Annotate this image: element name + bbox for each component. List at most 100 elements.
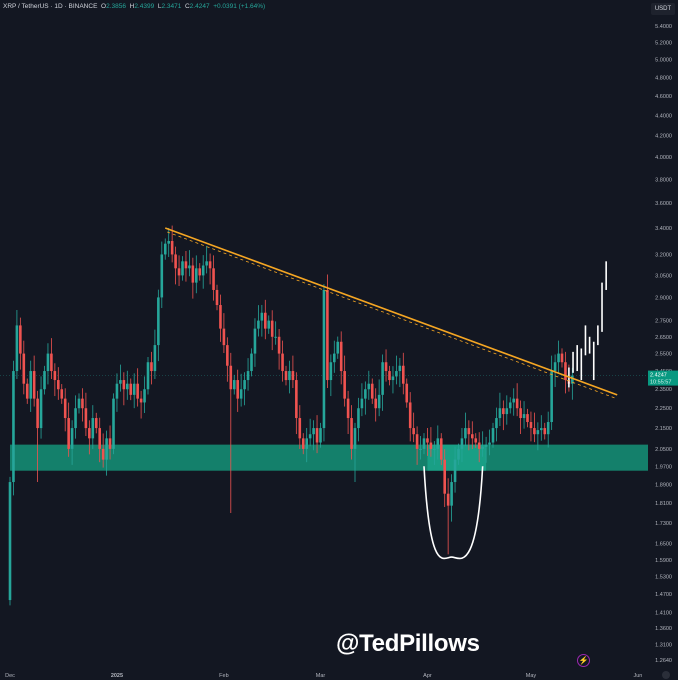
candle-body bbox=[46, 353, 50, 372]
support-zone-highlight bbox=[427, 444, 487, 471]
candle-body bbox=[415, 434, 419, 449]
projection-bar bbox=[592, 341, 595, 381]
y-tick-label: 4.6000 bbox=[655, 94, 672, 100]
currency-button[interactable]: USDT bbox=[651, 3, 675, 15]
candle-body bbox=[126, 383, 129, 390]
candle-body bbox=[360, 398, 364, 409]
y-tick-label: 1.9700 bbox=[655, 464, 672, 470]
high-label: H bbox=[129, 3, 135, 10]
candle-body bbox=[229, 365, 233, 390]
candle-body bbox=[529, 422, 533, 429]
candle-body bbox=[215, 289, 219, 306]
candle-body bbox=[291, 371, 295, 381]
candle-body bbox=[277, 336, 281, 354]
y-tick-label: 4.2000 bbox=[655, 134, 672, 140]
x-tick-label: Apr bbox=[423, 673, 432, 679]
candle-body bbox=[308, 434, 312, 439]
projection-bar bbox=[605, 261, 607, 290]
candle-body bbox=[270, 320, 274, 337]
candle-body bbox=[357, 408, 360, 429]
candle-body bbox=[391, 376, 395, 381]
candle-body bbox=[433, 448, 436, 450]
symbol-header: XRP / TetherUS · 1D · BINANCE O2.3856 H2… bbox=[3, 3, 265, 10]
candle-body bbox=[191, 265, 195, 283]
candle-body bbox=[326, 289, 329, 381]
candle-body bbox=[32, 371, 36, 399]
candle-body bbox=[57, 380, 60, 390]
candle-body bbox=[198, 268, 202, 276]
high-value: 2.4399 bbox=[134, 3, 155, 10]
candle-body bbox=[426, 438, 429, 443]
candle-body bbox=[105, 438, 108, 460]
candle-body bbox=[208, 261, 212, 269]
candle-body bbox=[381, 362, 384, 395]
y-tick-label: 5.2000 bbox=[655, 40, 672, 46]
candle-body bbox=[274, 336, 277, 338]
close-value: 2.4247 bbox=[189, 3, 210, 10]
candle-body bbox=[422, 438, 426, 449]
y-tick-label: 1.3600 bbox=[655, 626, 672, 632]
y-tick-label: 4.0000 bbox=[655, 155, 672, 161]
candle-body bbox=[281, 353, 284, 372]
candle-body bbox=[29, 371, 32, 399]
candle-body bbox=[508, 402, 512, 409]
candle-body bbox=[519, 408, 522, 419]
candle-body bbox=[398, 365, 402, 372]
candle-body bbox=[53, 371, 57, 381]
candle-body bbox=[395, 371, 398, 377]
candle-body bbox=[50, 353, 53, 372]
candle-body bbox=[350, 418, 353, 449]
candle-body bbox=[571, 375, 574, 384]
candle-body bbox=[98, 428, 101, 449]
candle-body bbox=[477, 442, 481, 449]
candle-body bbox=[298, 418, 302, 439]
candle-body bbox=[540, 428, 543, 431]
candle-body bbox=[388, 371, 391, 381]
candle-body bbox=[364, 389, 367, 399]
candle-body bbox=[450, 482, 453, 506]
candle-body bbox=[246, 371, 250, 381]
candle-body bbox=[288, 371, 291, 381]
candle-body bbox=[260, 312, 264, 321]
candle-body bbox=[319, 428, 322, 443]
candle-body bbox=[74, 408, 77, 429]
candle-body bbox=[536, 430, 540, 435]
candle-body bbox=[315, 428, 319, 443]
candle-body bbox=[77, 398, 81, 409]
candle-body bbox=[312, 428, 315, 435]
candle-body bbox=[239, 389, 243, 399]
candle-body bbox=[339, 341, 343, 372]
y-tick-label: 1.2640 bbox=[655, 658, 672, 664]
y-tick-label: 2.1500 bbox=[655, 426, 672, 432]
candle-body bbox=[226, 345, 229, 366]
candle-body bbox=[139, 398, 143, 403]
candle-body bbox=[557, 353, 560, 363]
candle-body bbox=[474, 438, 478, 443]
candle-body bbox=[122, 380, 126, 390]
candle-body bbox=[543, 428, 547, 435]
last-price-badge bbox=[648, 370, 678, 386]
candle-body bbox=[253, 328, 257, 354]
candle-body bbox=[94, 418, 98, 429]
candle-body bbox=[150, 362, 153, 372]
candle-body bbox=[119, 380, 122, 384]
candle-body bbox=[533, 428, 536, 435]
candle-body bbox=[236, 380, 239, 399]
y-tick-label: 2.7500 bbox=[655, 319, 672, 325]
y-tick-label: 3.8000 bbox=[655, 177, 672, 183]
lightning-icon[interactable]: ⚡ bbox=[577, 654, 590, 667]
candle-body bbox=[439, 438, 443, 460]
candle-body bbox=[22, 353, 26, 384]
auto-scale-button[interactable] bbox=[662, 671, 670, 679]
projection-bar bbox=[580, 348, 583, 381]
candle-body bbox=[201, 265, 205, 276]
y-tick-label: 2.0500 bbox=[655, 447, 672, 453]
candle-body bbox=[219, 305, 222, 329]
candle-body bbox=[129, 383, 133, 395]
candle-body bbox=[39, 389, 43, 429]
y-tick-label: 1.8900 bbox=[655, 482, 672, 488]
candle-body bbox=[436, 438, 440, 449]
candle-body bbox=[526, 414, 529, 423]
